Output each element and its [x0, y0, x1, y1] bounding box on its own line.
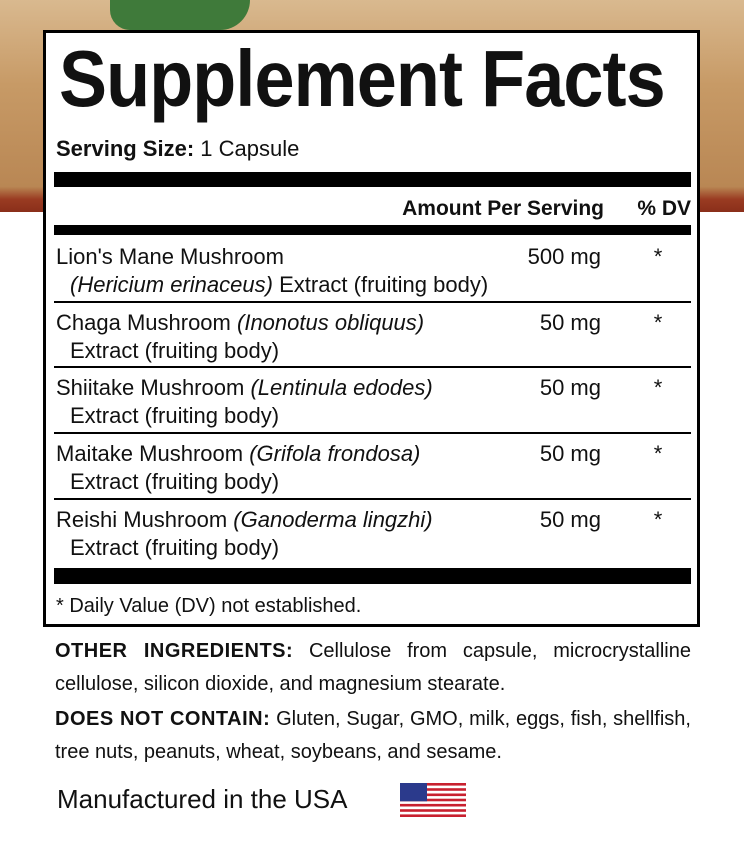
- extract: Extract (fruiting body): [70, 535, 280, 560]
- serving-value: 1 Capsule: [200, 136, 300, 161]
- serving-label: Serving Size:: [56, 136, 195, 161]
- row-rule: [54, 366, 691, 368]
- amount: 50 mg: [539, 310, 601, 335]
- ingredient-detail: (Hericium erinaceus) Extract (fruiting b…: [70, 272, 488, 298]
- amount: 50 mg: [539, 507, 601, 532]
- ingredient-name: Shiitake Mushroom: [56, 375, 245, 400]
- column-header: % DV: [637, 197, 691, 220]
- latin-name: (Lentinula edodes): [250, 375, 433, 400]
- does-not-contain-label: DOES NOT CONTAIN:: [55, 708, 271, 730]
- origin: Manufactured in the USA: [57, 784, 348, 814]
- other-ingredients-text: Cellulose from capsule, microcrystalline…: [55, 640, 691, 695]
- row-rule: [54, 301, 691, 303]
- amount: 500 mg: [527, 244, 601, 269]
- thick-rule: [54, 568, 691, 584]
- row-rule: [54, 498, 691, 500]
- us-flag: [400, 783, 466, 817]
- row-rule: [54, 432, 691, 434]
- extract: Extract (fruiting body): [70, 403, 280, 428]
- ingredient-name: Chaga Mushroom: [56, 310, 231, 335]
- daily-value: *: [653, 441, 663, 466]
- daily-value: *: [653, 375, 663, 400]
- amount: 50 mg: [539, 375, 601, 400]
- column-header: Amount Per Serving: [402, 197, 604, 220]
- extract: Extract (fruiting body): [70, 338, 280, 363]
- latin-name: (Inonotus obliquus): [237, 310, 425, 335]
- ingredient-detail: Reishi Mushroom (Ganoderma lingzhi): [56, 507, 433, 533]
- ingredient-detail: Shiitake Mushroom (Lentinula edodes): [56, 375, 433, 401]
- thick-rule: [54, 225, 691, 235]
- daily-value: *: [653, 310, 663, 335]
- other-ingredients: OTHER INGREDIENTS: Cellulose from capsul…: [55, 635, 691, 701]
- extract: Extract (fruiting body): [70, 469, 280, 494]
- latin-name: (Ganoderma lingzhi): [233, 507, 433, 532]
- other-ingredients-label: OTHER INGREDIENTS:: [55, 640, 294, 662]
- footnote: * Daily Value (DV) not established.: [56, 595, 362, 617]
- thick-rule: [54, 172, 691, 187]
- daily-value: *: [653, 507, 663, 532]
- does-not-contain-text: Gluten, Sugar, GMO, milk, eggs, fish, sh…: [55, 708, 691, 763]
- amount: 50 mg: [539, 441, 601, 466]
- flag-canton: [400, 783, 427, 802]
- background-leaf: [110, 0, 250, 30]
- facts-panel: Supplement Facts Serving Size: 1 Capsule…: [43, 30, 700, 627]
- latin-name: (Grifola frondosa): [249, 441, 421, 466]
- daily-value: *: [653, 244, 663, 269]
- does-not-contain: DOES NOT CONTAIN: Gluten, Sugar, GMO, mi…: [55, 703, 691, 769]
- ingredient-detail: Maitake Mushroom (Grifola frondosa): [56, 441, 420, 467]
- title: Supplement Facts: [59, 34, 666, 123]
- serving-size: Serving Size: 1 Capsule: [56, 136, 299, 162]
- latin-name: (Hericium erinaceus): [70, 272, 273, 297]
- ingredient-detail: Chaga Mushroom (Inonotus obliquus): [56, 310, 424, 336]
- ingredient-name: Lion's Mane Mushroom: [56, 244, 284, 269]
- extract: Extract (fruiting body): [279, 272, 489, 297]
- ingredient-name: Maitake Mushroom: [56, 441, 244, 466]
- ingredient-name: Reishi Mushroom: [56, 507, 228, 532]
- flag-stripes: [400, 783, 466, 817]
